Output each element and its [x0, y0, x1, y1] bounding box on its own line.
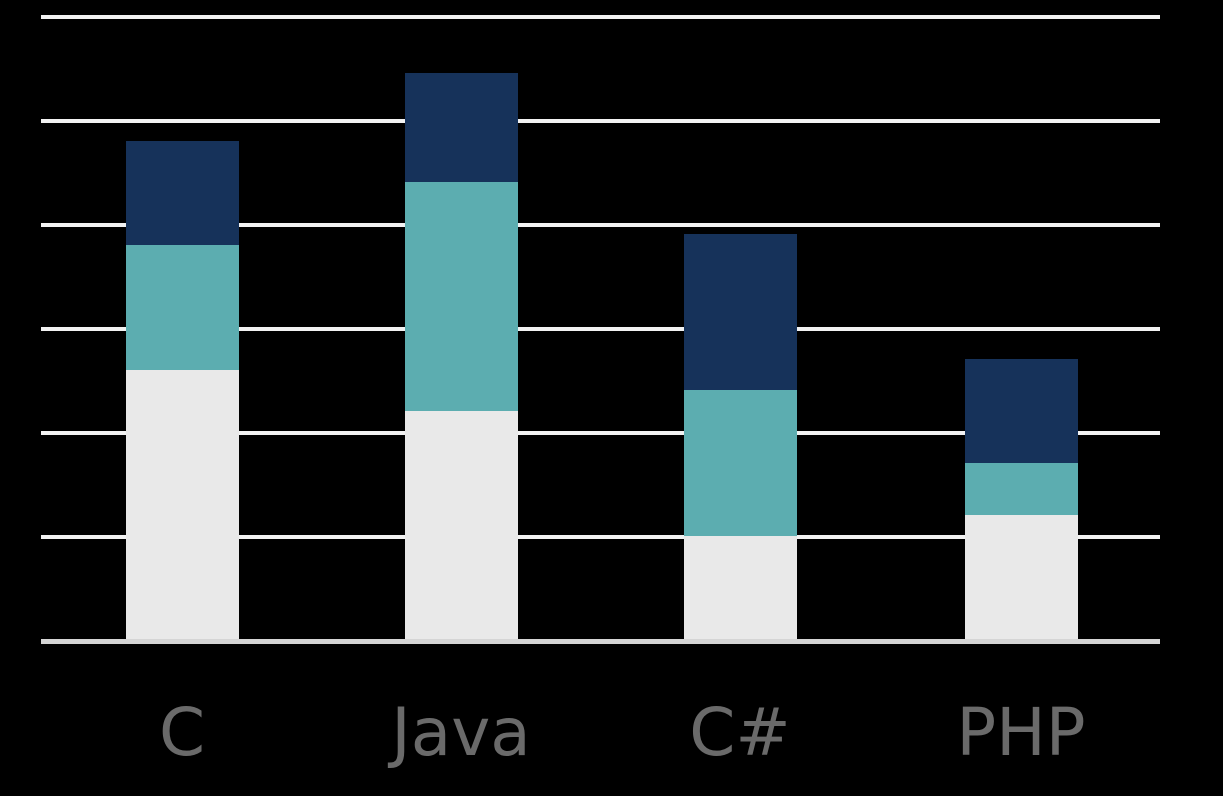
- gridline-y-30: [41, 327, 1160, 331]
- bar-csharp: [683, 234, 797, 640]
- bar-java-middle-teal-segment: [404, 182, 518, 412]
- bar-csharp-bottom-light-gray-segment: [683, 535, 797, 640]
- gridline-y-50: [41, 119, 1160, 123]
- bar-java-top-navy-segment: [404, 73, 518, 183]
- bar-c-top-navy-segment: [125, 140, 239, 245]
- bar-c: [125, 140, 239, 640]
- bar-php-middle-teal-segment: [964, 463, 1078, 516]
- bar-php: [964, 359, 1078, 640]
- bar-java: [404, 73, 518, 640]
- x-axis-line: [41, 639, 1160, 644]
- bar-c-bottom-light-gray-segment: [125, 369, 239, 640]
- x-axis-label-csharp: C#: [689, 694, 791, 771]
- x-axis-label-c: C: [158, 694, 206, 771]
- gridline-y-60: [41, 15, 1160, 19]
- x-axis-label-java: Java: [391, 694, 531, 771]
- gridline-y-20: [41, 431, 1160, 435]
- x-axis-label-php: PHP: [956, 694, 1086, 771]
- bar-csharp-top-navy-segment: [683, 234, 797, 391]
- gridline-y-10: [41, 535, 1160, 539]
- bar-csharp-middle-teal-segment: [683, 390, 797, 536]
- bar-php-bottom-light-gray-segment: [964, 515, 1078, 640]
- bar-php-top-navy-segment: [964, 359, 1078, 464]
- x-axis-labels: C Java C# PHP: [0, 700, 1223, 780]
- bar-java-bottom-light-gray-segment: [404, 411, 518, 640]
- gridline-y-40: [41, 223, 1160, 227]
- bar-c-middle-teal-segment: [125, 244, 239, 370]
